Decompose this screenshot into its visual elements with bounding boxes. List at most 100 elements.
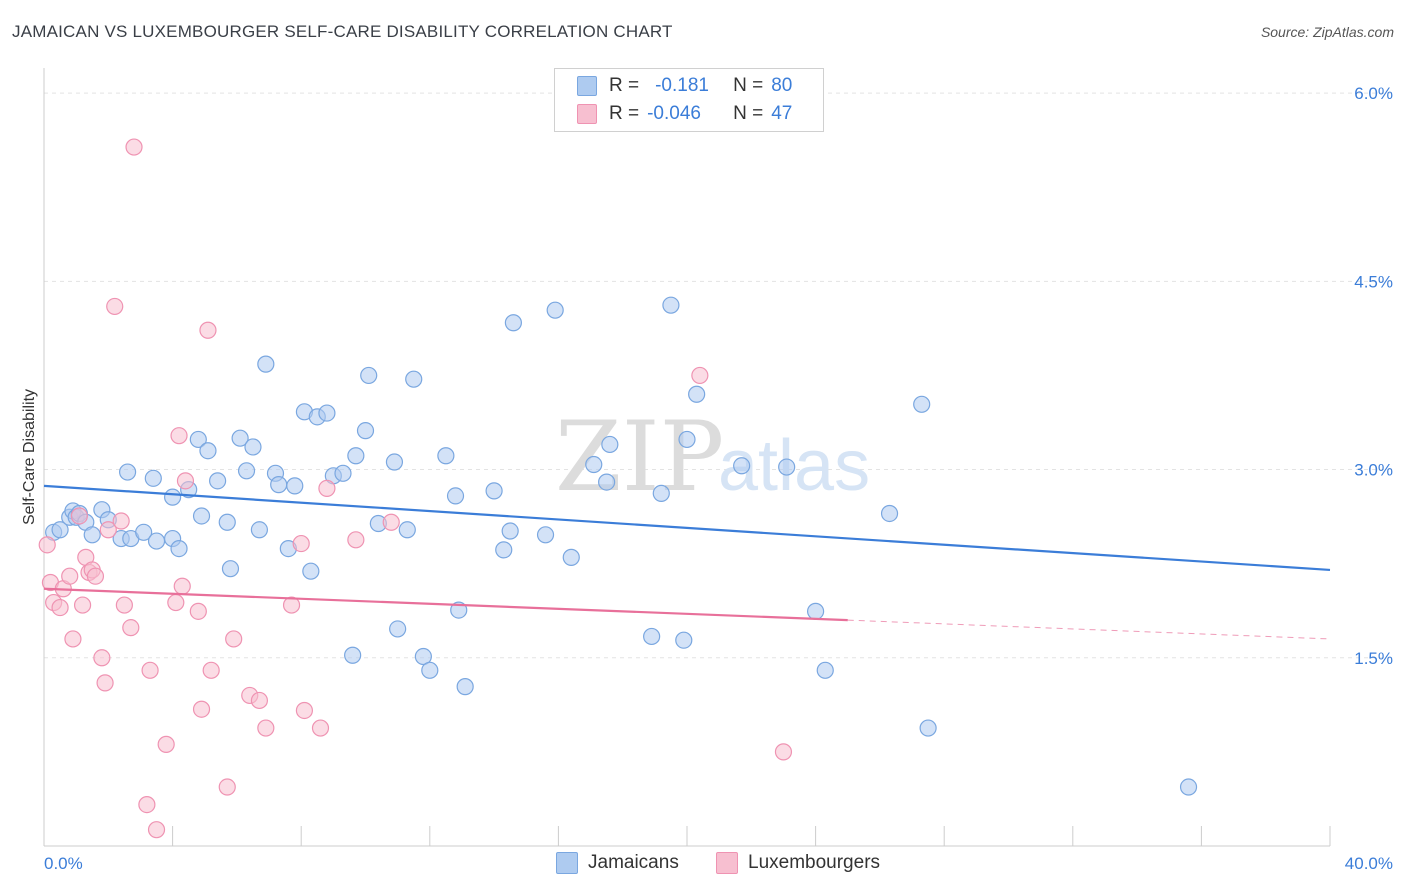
jamaicans-point [601, 435, 619, 454]
jamaicans-point [209, 472, 227, 490]
y-tick-label: 3.0% [1354, 461, 1393, 480]
luxembourgers-point [86, 567, 105, 585]
source-label: Source: ZipAtlas.com [1260, 24, 1394, 40]
luxembourgers-point [64, 630, 82, 648]
jamaicans-point [237, 462, 256, 480]
n-value: 47 [771, 103, 793, 124]
jamaicans-point [398, 521, 416, 539]
jamaicans-point [546, 301, 564, 319]
axes [43, 68, 1331, 847]
jamaicans-point [118, 463, 137, 481]
jamaicans-point [221, 560, 240, 578]
r-label: R = [609, 103, 640, 124]
luxembourgers-point [202, 661, 220, 679]
luxembourgers-point [189, 602, 207, 620]
r-label: R = [609, 75, 640, 96]
jamaicans-point [456, 678, 474, 696]
luxembourgers-point [295, 701, 314, 720]
jamaicans-point [302, 562, 320, 580]
jamaicans-point [501, 522, 519, 540]
jamaicans-point [318, 404, 336, 422]
luxembourgers-point [691, 366, 709, 385]
luxembourgers-point [199, 321, 217, 339]
data-points [38, 138, 1198, 839]
jamaicans-point [598, 473, 616, 491]
y-tick-label: 4.5% [1354, 272, 1393, 291]
luxembourgers-swatch [577, 104, 597, 124]
jamaicans-point [257, 355, 275, 373]
luxembourgers-point [311, 719, 330, 737]
jamaicans-point [347, 447, 365, 465]
jamaicans-point [675, 631, 693, 649]
r-value: -0.181 [655, 75, 709, 96]
jamaicans-legend-swatch [556, 852, 578, 874]
jamaicans-point [164, 488, 182, 506]
jamaicans-point [485, 482, 503, 500]
legend-row-luxembourgers: R = -0.046 N = 47 [577, 101, 792, 127]
luxembourgers-point [38, 536, 56, 554]
stats-legend: R = -0.181 N = 80 R = -0.046 N = 47 [554, 68, 824, 132]
jamaicans-point [421, 661, 439, 679]
jamaicans-point [678, 430, 696, 449]
trend-lines [43, 484, 1331, 640]
jamaicans-point [778, 458, 796, 476]
jamaicans-legend-label: Jamaicans [588, 852, 679, 873]
grid-lines [44, 92, 1394, 659]
jamaicans-point [662, 296, 680, 314]
luxembourgers-point [106, 297, 124, 316]
y-tick-label: 6.0% [1354, 84, 1393, 103]
jamaicans-point [688, 385, 706, 403]
jamaicans-point [270, 476, 288, 494]
luxembourgers-point [257, 719, 275, 737]
jamaicans-point [585, 455, 603, 474]
jamaicans-point [83, 526, 101, 544]
watermark: ZIP atlas [555, 401, 870, 513]
luxembourgers-point [141, 661, 159, 679]
luxembourgers-point [192, 700, 211, 718]
jamaicans-point [446, 487, 465, 505]
luxembourgers-point [99, 521, 117, 539]
luxembourgers-point [70, 507, 88, 525]
jamaicans-swatch [577, 76, 597, 96]
jamaicans-point [231, 429, 249, 447]
jamaicans-point [356, 422, 375, 440]
luxembourgers-point [51, 598, 69, 617]
jamaicans-point [189, 430, 207, 449]
jamaicans-point [250, 521, 269, 539]
r-value: -0.046 [647, 103, 701, 124]
jamaicans-point [170, 540, 188, 558]
jamaicans-point [733, 457, 751, 475]
trend-line-extension [847, 619, 1331, 640]
luxembourgers-point [318, 479, 336, 497]
luxembourgers-point [282, 596, 301, 614]
jamaicans-point [199, 442, 217, 460]
jamaicans-point [135, 523, 153, 541]
jamaicans-point [344, 646, 362, 664]
jamaicans-point [414, 647, 432, 666]
luxembourgers-point [157, 735, 175, 753]
bottom-legend-jamaicans: Jamaicans [556, 852, 679, 874]
luxembourgers-point [347, 531, 365, 549]
jamaicans-point [51, 521, 69, 539]
luxembourgers-point [73, 596, 92, 614]
luxembourgers-point [61, 567, 79, 585]
jamaicans-point [913, 395, 931, 413]
jamaicans-point [437, 447, 455, 465]
jamaicans-point [504, 314, 522, 332]
luxembourgers-point [250, 691, 269, 710]
luxembourgers-point [96, 674, 114, 692]
jamaicans-point [389, 620, 407, 638]
luxembourgers-point [382, 513, 400, 531]
jamaicans-point [244, 438, 262, 456]
y-tick-labels: 1.5% 3.0% 4.5% 6.0% [1354, 84, 1393, 668]
luxembourgers-point [138, 795, 156, 814]
jamaicans-point [536, 526, 555, 544]
luxembourgers-point [218, 778, 236, 796]
trend-line [43, 587, 848, 622]
trend-line [43, 484, 1331, 572]
luxembourgers-point [173, 577, 191, 595]
jamaicans-point [880, 504, 899, 523]
luxembourgers-point [167, 593, 185, 612]
luxembourgers-legend-swatch [716, 852, 738, 874]
